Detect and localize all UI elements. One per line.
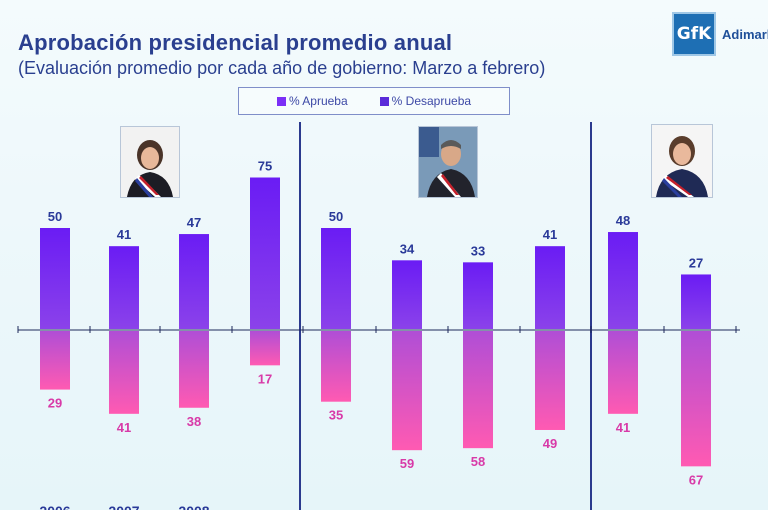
label-desaprueba-1: 29 bbox=[48, 396, 62, 411]
bar-aprueba-5 bbox=[321, 228, 351, 329]
legend-label-desaprueba: % Desaprueba bbox=[391, 94, 472, 108]
label-desaprueba-8: 49 bbox=[543, 436, 557, 451]
bar-aprueba-2 bbox=[109, 246, 139, 329]
bar-aprueba-8 bbox=[535, 246, 565, 329]
gfk-adimark-logo: GfK Adimark bbox=[672, 10, 768, 58]
bar-aprueba-9 bbox=[608, 232, 638, 329]
label-aprueba-8: 41 bbox=[543, 227, 557, 242]
legend-item-aprueba: % Aprueba bbox=[276, 94, 348, 108]
gfk-logo-mark: GfK bbox=[672, 12, 716, 56]
label-desaprueba-7: 58 bbox=[471, 454, 485, 469]
portrait-2-image bbox=[419, 127, 477, 197]
label-aprueba-5: 50 bbox=[329, 209, 343, 224]
label-aprueba-1: 50 bbox=[48, 209, 62, 224]
label-aprueba-4: 75 bbox=[258, 159, 272, 174]
president-portrait-1 bbox=[120, 126, 180, 198]
bar-aprueba-4 bbox=[250, 177, 280, 329]
label-desaprueba-4: 17 bbox=[258, 371, 272, 386]
label-aprueba-10: 27 bbox=[689, 255, 703, 270]
legend-swatch-desaprueba bbox=[379, 96, 389, 106]
bar-desaprueba-7 bbox=[463, 331, 493, 449]
portrait-3-image bbox=[652, 125, 712, 197]
label-desaprueba-10: 67 bbox=[689, 472, 703, 487]
label-aprueba-7: 33 bbox=[471, 243, 485, 258]
legend-item-desaprueba: % Desaprueba bbox=[379, 94, 472, 108]
label-desaprueba-3: 38 bbox=[187, 414, 201, 429]
bar-desaprueba-9 bbox=[608, 331, 638, 414]
x-tick-label-2: 2007 bbox=[108, 503, 139, 510]
portrait-1-image bbox=[121, 127, 179, 197]
label-aprueba-9: 48 bbox=[616, 213, 630, 228]
bar-desaprueba-3 bbox=[179, 331, 209, 408]
bar-aprueba-3 bbox=[179, 234, 209, 329]
legend-label-aprueba: % Aprueba bbox=[288, 94, 348, 108]
bar-aprueba-10 bbox=[681, 274, 711, 329]
bar-desaprueba-4 bbox=[250, 331, 280, 366]
chart-legend: % Aprueba % Desaprueba bbox=[238, 87, 510, 115]
label-desaprueba-5: 35 bbox=[329, 408, 343, 423]
adimark-brand: Adimark bbox=[722, 26, 768, 42]
bar-aprueba-6 bbox=[392, 260, 422, 329]
x-tick-label-3: 2008 bbox=[178, 503, 209, 510]
chart-subtitle: (Evaluación promedio por cada año de gob… bbox=[18, 58, 546, 78]
legend-swatch-aprueba bbox=[276, 96, 286, 106]
bar-desaprueba-5 bbox=[321, 331, 351, 402]
label-desaprueba-9: 41 bbox=[616, 420, 630, 435]
label-aprueba-2: 41 bbox=[117, 227, 131, 242]
label-aprueba-6: 34 bbox=[400, 241, 415, 256]
label-desaprueba-6: 59 bbox=[400, 456, 414, 471]
president-portrait-3 bbox=[651, 124, 713, 198]
bar-desaprueba-8 bbox=[535, 331, 565, 430]
label-desaprueba-2: 41 bbox=[117, 420, 131, 435]
chart-title: Aprobación presidencial promedio anual bbox=[18, 30, 453, 55]
bar-aprueba-7 bbox=[463, 262, 493, 329]
bar-desaprueba-10 bbox=[681, 331, 711, 467]
bar-aprueba-1 bbox=[40, 228, 70, 329]
label-aprueba-3: 47 bbox=[187, 215, 201, 230]
x-tick-label-1: 2006 bbox=[39, 503, 70, 510]
president-portrait-2 bbox=[418, 126, 478, 198]
bar-desaprueba-2 bbox=[109, 331, 139, 414]
bar-desaprueba-1 bbox=[40, 331, 70, 390]
bar-desaprueba-6 bbox=[392, 331, 422, 451]
